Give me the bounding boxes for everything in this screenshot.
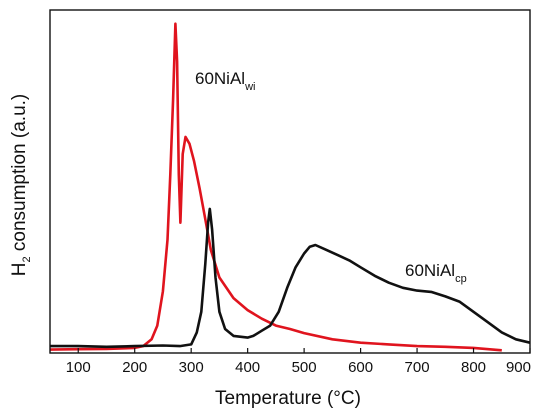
series-annotation-cp: 60NiAlcp	[405, 261, 467, 285]
ticks-layer: 100 200 300 400 500 600 700 800 900	[66, 348, 531, 376]
x-tick-label: 100	[66, 359, 91, 376]
series-layer	[49, 22, 531, 352]
y-axis-label-rest: consumption (a.u.)	[9, 94, 30, 257]
series-annotation-wi-sub: wi	[244, 81, 255, 93]
series-annotation-cp-main: 60NiAl	[405, 261, 455, 280]
series-line-wi	[49, 22, 502, 352]
series-line-cp	[50, 207, 531, 349]
x-tick-label: 700	[405, 359, 430, 376]
x-tick-label: 400	[235, 359, 260, 376]
series-annotation-wi-main: 60NiAl	[195, 69, 245, 88]
x-tick-label: 900	[506, 359, 531, 376]
y-axis-label-main: H	[9, 263, 30, 277]
x-tick-label: 500	[292, 359, 317, 376]
series-annotation-wi: 60NiAlwi	[195, 69, 255, 93]
y-axis-label: H2 consumption (a.u.)	[9, 94, 33, 277]
x-tick-label: 600	[348, 359, 373, 376]
x-axis-label: Temperature (°C)	[215, 388, 361, 409]
plot-frame	[49, 9, 531, 354]
x-tick-label: 200	[122, 359, 147, 376]
x-tick-label: 800	[461, 359, 486, 376]
y-axis-label-subscript: 2	[21, 256, 33, 262]
x-tick-label: 300	[179, 359, 204, 376]
series-annotation-cp-sub: cp	[455, 273, 467, 285]
